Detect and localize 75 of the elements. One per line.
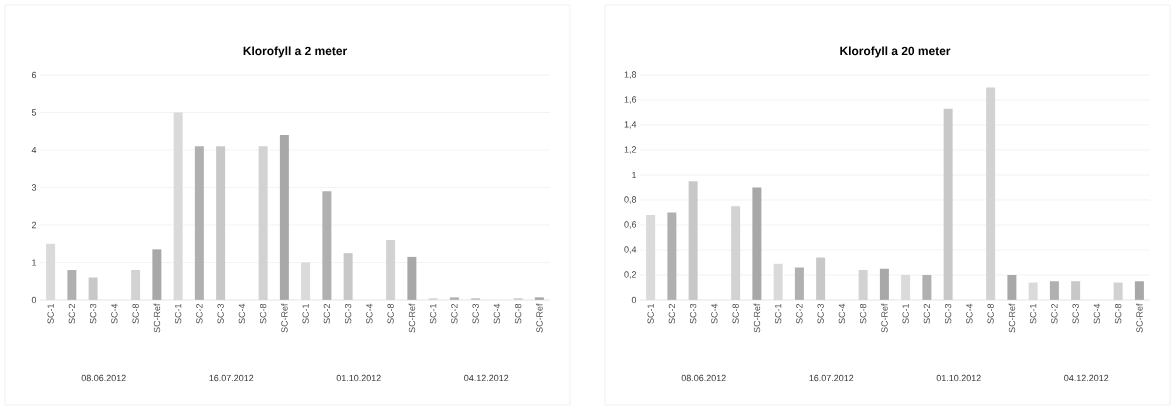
y-tick-label: 6 <box>31 71 37 79</box>
y-tick-label: 1,8 <box>624 71 637 79</box>
x-tick-label: SC-3 <box>89 303 97 324</box>
x-tick-label: SC-1 <box>174 303 182 324</box>
x-tick-label: SC-Ref <box>281 303 288 333</box>
x-tick-label: SC-2 <box>451 303 458 324</box>
x-tick-label: SC-2 <box>668 303 676 324</box>
x-tick-label: SC-Ref <box>1136 303 1143 333</box>
x-tick-label: SC-3 <box>472 303 479 324</box>
text: 08.06.2012 <box>681 374 726 382</box>
x-tick-label: SC-4 <box>711 303 718 324</box>
x-tick-label: SC-2 <box>68 303 76 324</box>
text: 08.06.2012 <box>81 374 126 382</box>
y-tick-label: 0,8 <box>624 196 637 204</box>
x-tick-label: SC-4 <box>966 303 973 324</box>
text: 16.07.2012 <box>209 374 254 382</box>
x-tick-label: SC-4 <box>493 303 501 324</box>
x-tick-label: SC-2 <box>923 303 931 324</box>
y-tick-label: 1,4 <box>624 121 637 129</box>
x-tick-label: SC-4 <box>366 303 373 324</box>
x-tick-label: SC-3 <box>217 303 224 324</box>
x-tick-label: SC-3 <box>817 303 824 324</box>
x-tick-label: SC-1 <box>774 303 782 324</box>
text: 01.10.2012 <box>936 374 981 382</box>
x-tick-label: SC-2 <box>196 303 203 324</box>
x-tick-label: SC-Ref <box>408 303 416 333</box>
x-tick-label: SC-8 <box>859 303 867 324</box>
x-tick-label: SC-4 <box>838 303 846 324</box>
x-tick-label: SC-1 <box>429 303 437 324</box>
x-tick-label: SC-4 <box>1093 303 1101 324</box>
text: 04.12.2012 <box>1064 374 1109 382</box>
x-tick-label: SC-1 <box>902 303 909 324</box>
y-tick-label: 3 <box>31 184 37 191</box>
x-tick-label: SC-8 <box>514 303 522 324</box>
x-tick-label: SC-Ref <box>153 303 161 333</box>
x-tick-label: SC-8 <box>1114 303 1122 324</box>
x-tick-label: SC-3 <box>689 303 697 324</box>
y-tick-label: 0,2 <box>624 271 637 279</box>
y-tick-label: 1,6 <box>624 96 637 104</box>
x-tick-label: SC-Ref <box>881 303 888 333</box>
x-tick-label: SC-3 <box>344 303 352 324</box>
x-tick-label: SC-Ref <box>753 303 761 333</box>
x-tick-label: SC-2 <box>1051 303 1058 324</box>
x-tick-label: SC-Ref <box>1008 303 1016 333</box>
text: 04.12.2012 <box>464 374 509 382</box>
x-tick-label: SC-2 <box>796 303 803 324</box>
x-tick-label: SC-1 <box>1029 303 1037 324</box>
y-tick-label: 1,2 <box>624 146 637 154</box>
y-tick-label: 0,4 <box>624 246 637 254</box>
x-tick-label: SC-3 <box>944 303 952 324</box>
x-tick-label: SC-8 <box>732 303 739 324</box>
chart-title: Klorofyll a 20 meter <box>840 46 951 58</box>
x-tick-label: SC-8 <box>987 303 994 324</box>
x-tick-label: SC-8 <box>259 303 267 324</box>
x-tick-label: SC-4 <box>238 303 246 324</box>
y-tick-label: 1 <box>632 171 637 179</box>
x-tick-label: SC-1 <box>47 303 54 324</box>
text: 16.07.2012 <box>809 374 854 382</box>
x-tick-label: SC-2 <box>323 303 331 324</box>
y-tick-label: 1 <box>32 259 37 266</box>
x-tick-label: SC-1 <box>302 303 309 324</box>
y-tick-label: 2 <box>31 221 37 229</box>
x-tick-label: SC-Ref <box>536 303 543 333</box>
y-tick-label: 0,6 <box>624 221 637 229</box>
x-tick-label: SC-3 <box>1072 303 1079 324</box>
y-tick-label: 4 <box>31 146 37 154</box>
x-tick-label: SC-8 <box>132 303 139 324</box>
chart-title: Klorofyll a 2 meter <box>243 46 347 58</box>
y-tick-label: 0 <box>631 296 637 304</box>
text: 01.10.2012 <box>336 374 381 382</box>
x-tick-label: SC-1 <box>647 303 654 324</box>
x-tick-label: SC-8 <box>387 303 394 324</box>
x-tick-label: SC-4 <box>111 303 118 324</box>
y-tick-label: 5 <box>31 109 37 116</box>
y-tick-label: 0 <box>31 296 37 304</box>
